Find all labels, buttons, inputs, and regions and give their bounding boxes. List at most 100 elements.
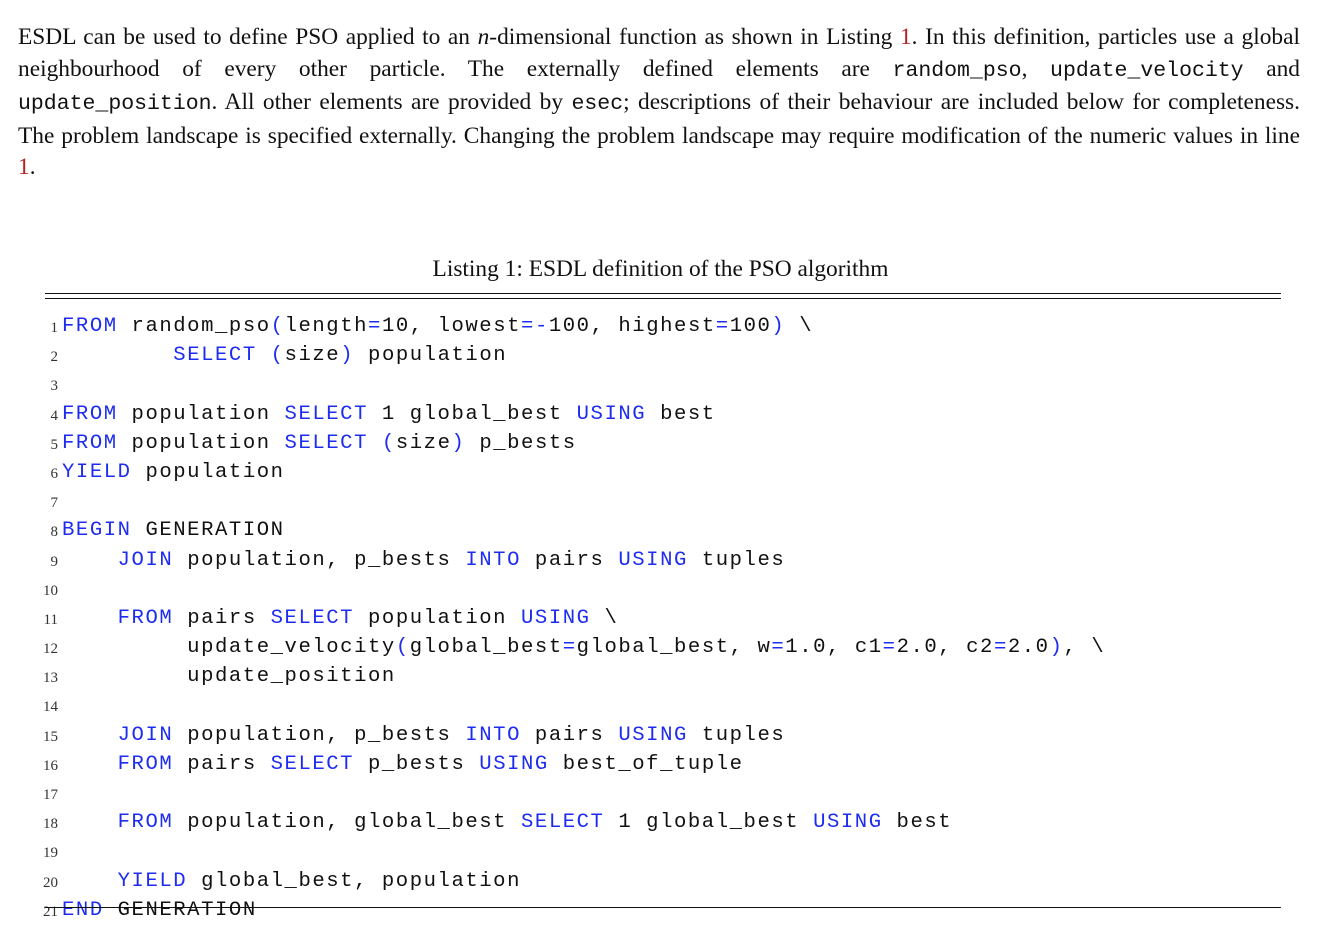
code-line: 13 update_position xyxy=(0,662,1321,691)
code-token: population xyxy=(131,460,285,484)
code-text: JOIN population, p_bests INTO pairs USIN… xyxy=(62,546,785,575)
code-keyword: ) xyxy=(451,431,466,455)
inline-code-update-velocity: update_velocity xyxy=(1050,58,1244,83)
line-number: 18 xyxy=(43,816,58,833)
code-token: global_best xyxy=(409,636,563,660)
code-text: FROM pairs SELECT p_bests USING best_of_… xyxy=(62,750,744,779)
code-text: FROM pairs SELECT population USING \ xyxy=(62,604,618,633)
code-keyword: =- xyxy=(521,315,549,338)
code-token: size xyxy=(395,431,452,455)
code-keyword: = xyxy=(882,636,897,660)
code-line: 18 FROM population, global_best SELECT 1… xyxy=(0,808,1321,837)
code-keyword: YIELD xyxy=(62,460,132,484)
paragraph-text: and xyxy=(1243,55,1300,82)
code-keyword: USING xyxy=(618,548,688,572)
code-keyword: = xyxy=(993,636,1008,660)
listing-reference-link[interactable]: 1 xyxy=(899,24,912,50)
code-text: JOIN population, p_bests INTO pairs USIN… xyxy=(62,721,785,750)
code-token: best xyxy=(882,811,953,835)
code-token: \ xyxy=(785,315,814,338)
code-keyword: SELECT xyxy=(521,811,605,835)
code-keyword: USING xyxy=(576,402,647,426)
code-text: FROM random_pso(length=10, lowest=-100, … xyxy=(62,312,813,341)
line-number: 4 xyxy=(50,407,59,424)
code-token: 100 xyxy=(729,315,772,338)
line-number: 3 xyxy=(50,378,59,395)
code-token: population xyxy=(117,402,285,426)
line-number: 6 xyxy=(50,465,59,482)
listing-top-rule-inner xyxy=(45,298,1281,299)
code-line: 19 xyxy=(0,837,1321,866)
code-token: pairs xyxy=(521,723,619,747)
line-number: 20 xyxy=(43,874,58,891)
code-text: BEGIN GENERATION xyxy=(62,516,285,545)
code-keyword: ( xyxy=(270,315,285,338)
code-token: GENERATION xyxy=(103,898,257,922)
code-line: 14 xyxy=(0,691,1321,720)
line-number: 13 xyxy=(43,670,58,687)
paragraph-text: . xyxy=(29,154,36,180)
code-token: 100, highest xyxy=(548,315,716,338)
code-token: , \ xyxy=(1063,636,1106,660)
code-token xyxy=(257,344,271,367)
code-token: best xyxy=(646,402,716,426)
paragraph-text: . All other elements are provided by xyxy=(211,89,572,115)
code-token: tuples xyxy=(687,548,786,572)
code-line: 1 FROM random_pso(length=10, lowest=-100,… xyxy=(0,312,1321,341)
code-line: 5 FROM population SELECT (size) p_bests xyxy=(0,429,1321,458)
code-keyword: YIELD xyxy=(117,869,188,893)
paragraph-text: ESDL can be used to define PSO applied t… xyxy=(18,24,478,50)
line-number: 21 xyxy=(43,903,58,920)
code-line: 2 SELECT (size) population xyxy=(0,341,1321,370)
line-number: 12 xyxy=(43,641,58,658)
code-line: 10 xyxy=(0,575,1321,604)
code-keyword: = xyxy=(771,636,786,660)
code-keyword: = xyxy=(715,315,730,338)
code-token: p_bests xyxy=(354,752,480,776)
code-token xyxy=(62,724,118,747)
code-text: update_velocity(global_best=global_best,… xyxy=(62,633,1105,662)
code-keyword: USING xyxy=(479,752,549,776)
code-token: pairs xyxy=(521,548,619,572)
line-reference-link[interactable]: 1 xyxy=(18,154,30,180)
code-keyword: SELECT xyxy=(270,752,355,776)
code-keyword: SELECT xyxy=(173,344,257,368)
code-token: pairs xyxy=(173,752,271,776)
code-text: FROM population, global_best SELECT 1 gl… xyxy=(62,808,952,837)
paragraph-text: . In this definition, particles use a gl… xyxy=(18,24,1300,82)
line-number: 7 xyxy=(50,495,59,512)
code-token xyxy=(62,870,118,893)
listing-top-rule xyxy=(45,293,1281,294)
code-keyword: SELECT xyxy=(270,606,355,630)
code-text: update_position xyxy=(62,662,396,691)
code-token: update_velocity xyxy=(62,636,396,660)
line-number: 19 xyxy=(43,845,58,862)
listing-bottom-rule xyxy=(45,907,1281,908)
code-text: YIELD global_best, population xyxy=(62,867,521,896)
code-text: FROM population SELECT 1 global_best USI… xyxy=(62,400,716,429)
code-line: 6 YIELD population xyxy=(0,458,1321,487)
code-keyword: FROM xyxy=(117,811,174,835)
code-token: 1 global_best xyxy=(368,402,577,426)
code-line: 9 JOIN population, p_bests INTO pairs US… xyxy=(0,546,1321,575)
code-token: global_best, w xyxy=(576,636,772,660)
code-token: 2.0 xyxy=(1007,636,1050,660)
code-keyword: ) xyxy=(1049,636,1064,660)
code-keyword: FROM xyxy=(62,431,118,455)
code-token: random_pso xyxy=(117,315,271,338)
code-token: length xyxy=(284,315,369,338)
code-token: 1.0, c1 xyxy=(785,636,883,660)
code-keyword: = xyxy=(562,636,577,660)
code-text: YIELD population xyxy=(62,458,285,487)
code-token: 1 global_best xyxy=(604,811,814,835)
code-listing: 1 FROM random_pso(length=10, lowest=-100,… xyxy=(0,312,1321,925)
code-keyword: USING xyxy=(618,723,688,747)
math-variable-n: n xyxy=(477,24,490,50)
code-keyword: ( xyxy=(270,344,285,368)
line-number: 9 xyxy=(50,553,59,570)
line-number: 15 xyxy=(43,728,58,745)
code-token: update_position xyxy=(62,665,396,689)
code-token xyxy=(62,753,118,776)
body-paragraph: ESDL can be used to define PSO applied t… xyxy=(18,22,1300,184)
code-token: size xyxy=(284,344,341,368)
